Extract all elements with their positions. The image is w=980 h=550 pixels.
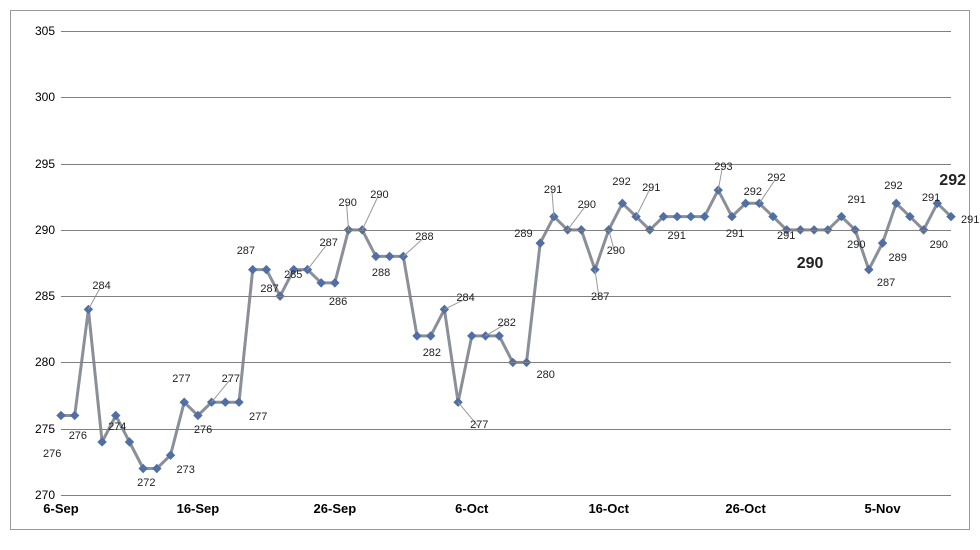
- leader-line: [485, 324, 505, 336]
- gridline: [61, 31, 951, 32]
- leader-line: [444, 299, 464, 309]
- y-tick-label: 280: [35, 355, 61, 369]
- gridline: [61, 97, 951, 98]
- data-label: 291: [961, 214, 979, 226]
- data-marker: [386, 252, 394, 260]
- y-tick-label: 290: [35, 223, 61, 237]
- x-tick-label: 26-Oct: [725, 495, 765, 516]
- y-tick-label: 285: [35, 289, 61, 303]
- x-tick-label: 16-Sep: [177, 495, 220, 516]
- series-line: [61, 190, 951, 468]
- data-marker: [249, 266, 257, 274]
- leader-line: [362, 196, 378, 230]
- gridline: [61, 296, 951, 297]
- data-marker: [235, 398, 243, 406]
- data-marker: [413, 332, 421, 340]
- data-marker: [331, 279, 339, 287]
- line-series-svg: [61, 31, 951, 495]
- x-tick-label: 6-Oct: [455, 495, 488, 516]
- data-marker: [468, 332, 476, 340]
- x-tick-label: 5-Nov: [864, 495, 900, 516]
- y-tick-label: 305: [35, 24, 61, 38]
- leader-line: [88, 287, 100, 309]
- data-label: 276: [43, 448, 61, 460]
- x-tick-label: 6-Sep: [43, 495, 78, 516]
- x-tick-label: 16-Oct: [588, 495, 628, 516]
- leader-line: [458, 402, 478, 426]
- chart-container: 2702752802852902953003056-Sep16-Sep26-Se…: [10, 10, 970, 530]
- y-tick-label: 295: [35, 157, 61, 171]
- gridline: [61, 164, 951, 165]
- x-tick-label: 26-Sep: [314, 495, 357, 516]
- leader-line: [609, 230, 615, 252]
- leader-line: [212, 380, 230, 402]
- leader-line: [347, 204, 349, 230]
- y-tick-label: 275: [35, 422, 61, 436]
- leader-line: [403, 238, 423, 256]
- leader-line: [759, 179, 775, 203]
- y-tick-label: 300: [35, 90, 61, 104]
- data-marker: [71, 411, 79, 419]
- plot-area: 2702752802852902953003056-Sep16-Sep26-Se…: [61, 31, 951, 495]
- data-marker: [673, 213, 681, 221]
- gridline: [61, 362, 951, 363]
- data-marker: [221, 398, 229, 406]
- data-marker: [84, 305, 92, 313]
- gridline: [61, 230, 951, 231]
- leader-line: [568, 206, 586, 230]
- leader-line: [718, 168, 722, 190]
- data-marker: [57, 411, 65, 419]
- gridline: [61, 429, 951, 430]
- data-marker: [687, 213, 695, 221]
- leader-line: [552, 191, 554, 217]
- leader-line: [636, 189, 650, 217]
- leader-line: [307, 244, 327, 270]
- leader-line: [595, 270, 599, 298]
